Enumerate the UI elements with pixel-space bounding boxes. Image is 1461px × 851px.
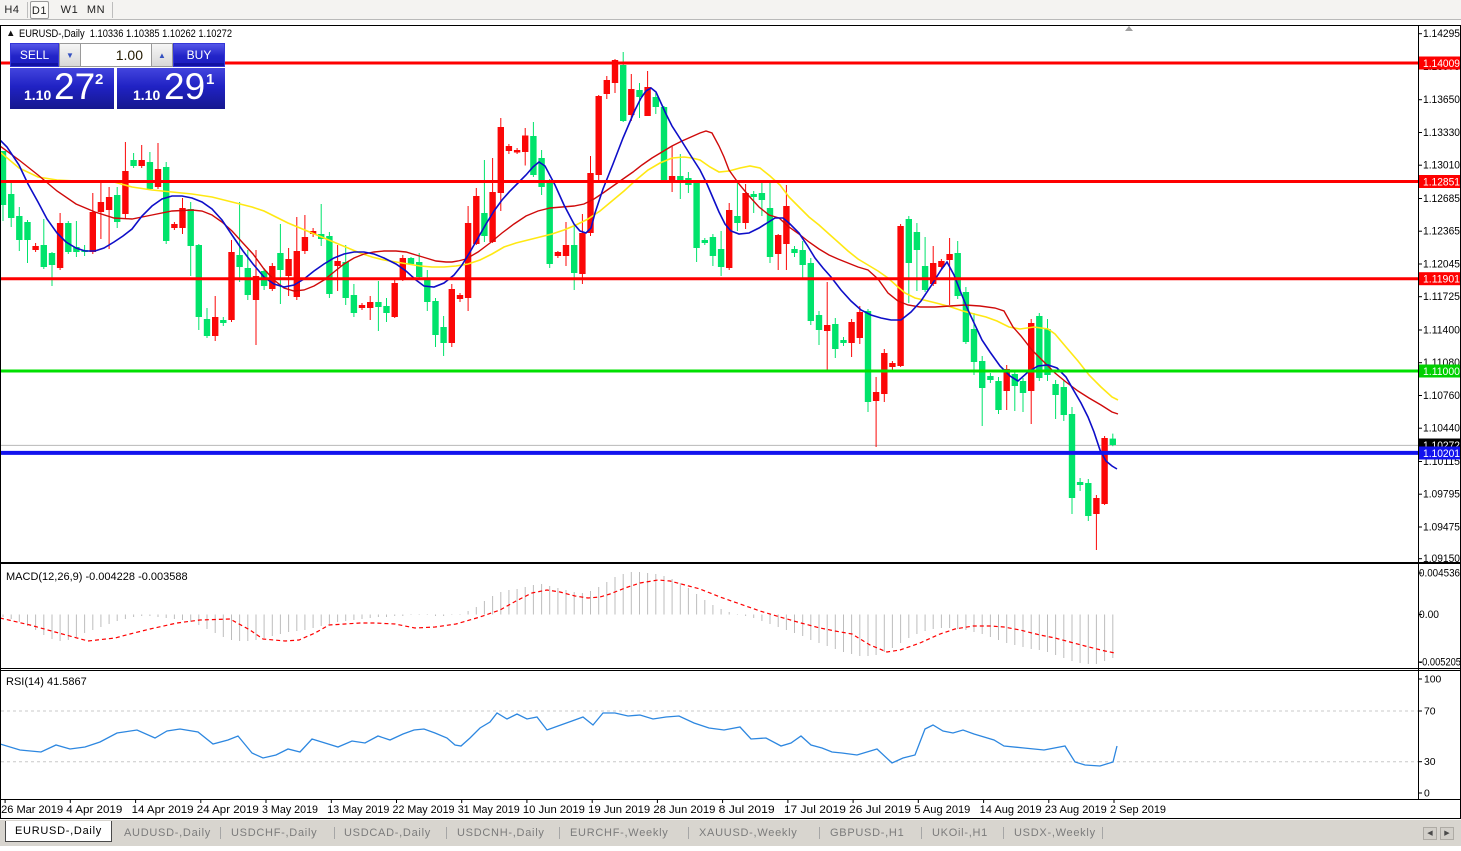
svg-text:1.11000: 1.11000 — [1423, 366, 1460, 378]
svg-text:1.12365: 1.12365 — [1423, 226, 1460, 238]
svg-text:100: 100 — [1424, 675, 1442, 686]
svg-text:1.14295: 1.14295 — [1423, 28, 1460, 40]
svg-text:8 Jul 2019: 8 Jul 2019 — [719, 804, 775, 816]
svg-text:31 May 2019: 31 May 2019 — [458, 804, 520, 816]
svg-text:0: 0 — [1424, 789, 1430, 800]
svg-text:1.10201: 1.10201 — [1423, 448, 1460, 460]
svg-text:14 Apr 2019: 14 Apr 2019 — [132, 804, 194, 816]
svg-text:0.00: 0.00 — [1419, 609, 1439, 621]
svg-text:3 May 2019: 3 May 2019 — [262, 804, 318, 816]
svg-text:30: 30 — [1424, 757, 1436, 768]
svg-text:28 Jun 2019: 28 Jun 2019 — [653, 804, 715, 816]
svg-text:1.13330: 1.13330 — [1423, 127, 1460, 139]
svg-text:24 Apr 2019: 24 Apr 2019 — [197, 804, 259, 816]
svg-text:26 Mar 2019: 26 Mar 2019 — [1, 804, 63, 816]
svg-text:1.09475: 1.09475 — [1423, 522, 1460, 534]
svg-text:MACD(12,26,9) -0.004228 -0.003: MACD(12,26,9) -0.004228 -0.003588 — [6, 571, 188, 583]
svg-text:1.09150: 1.09150 — [1423, 553, 1460, 565]
svg-text:23 Aug 2019: 23 Aug 2019 — [1045, 804, 1107, 816]
svg-text:1.11901: 1.11901 — [1423, 274, 1460, 286]
svg-text:1.11725: 1.11725 — [1423, 291, 1460, 303]
svg-text:1.10760: 1.10760 — [1423, 390, 1460, 402]
svg-text:0.004536: 0.004536 — [1419, 568, 1460, 580]
svg-text:1.13650: 1.13650 — [1423, 94, 1460, 106]
svg-text:5 Aug 2019: 5 Aug 2019 — [914, 804, 970, 816]
svg-text:70: 70 — [1424, 707, 1436, 718]
svg-text:22 May 2019: 22 May 2019 — [393, 804, 455, 816]
svg-text:17 Jul 2019: 17 Jul 2019 — [784, 804, 846, 816]
svg-text:19 Jun 2019: 19 Jun 2019 — [588, 804, 650, 816]
svg-text:26 Jul 2019: 26 Jul 2019 — [849, 804, 911, 816]
svg-text:13 May 2019: 13 May 2019 — [327, 804, 389, 816]
svg-text:1.10440: 1.10440 — [1423, 423, 1460, 435]
svg-text:-0.005205: -0.005205 — [1419, 657, 1461, 669]
svg-text:EURUSD-,Daily 1.10336 1.10385: EURUSD-,Daily 1.10336 1.10385 1.10262 1.… — [19, 28, 232, 40]
svg-text:14 Aug 2019: 14 Aug 2019 — [980, 804, 1042, 816]
svg-text:1.12685: 1.12685 — [1423, 193, 1460, 205]
svg-text:1.14009: 1.14009 — [1423, 58, 1460, 70]
svg-text:2 Sep 2019: 2 Sep 2019 — [1110, 804, 1166, 816]
svg-text:1.12851: 1.12851 — [1423, 176, 1460, 188]
svg-text:1.13010: 1.13010 — [1423, 160, 1460, 172]
svg-text:1.12045: 1.12045 — [1423, 259, 1460, 271]
svg-text:1.09795: 1.09795 — [1423, 489, 1460, 501]
svg-text:1.11400: 1.11400 — [1423, 325, 1460, 337]
svg-text:RSI(14) 41.5867: RSI(14) 41.5867 — [6, 676, 87, 688]
svg-text:4 Apr 2019: 4 Apr 2019 — [66, 804, 122, 816]
svg-text:10 Jun 2019: 10 Jun 2019 — [523, 804, 585, 816]
